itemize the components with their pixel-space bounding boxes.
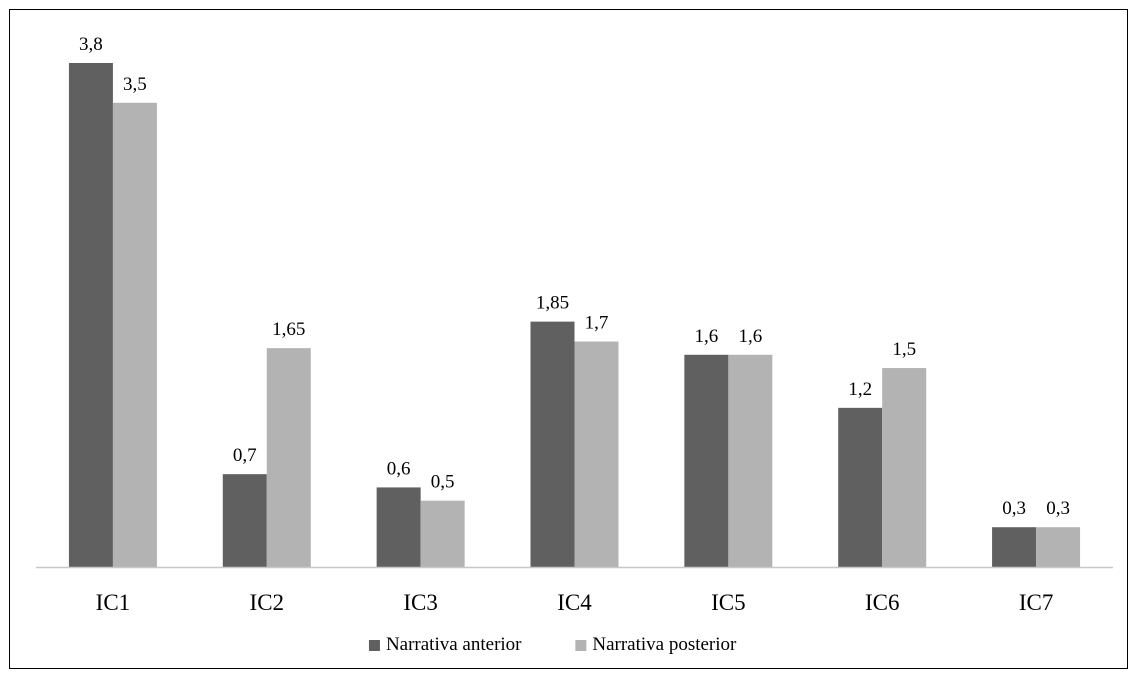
bar-ic4-series-1 bbox=[530, 321, 575, 567]
data-label-ic6-series-1: 1,2 bbox=[848, 379, 872, 400]
bar-ic3-series-2 bbox=[420, 500, 465, 567]
data-label-ic3-series-2: 0,5 bbox=[431, 472, 455, 493]
data-label-ic1-series-1: 3,8 bbox=[79, 34, 103, 55]
x-tick-label-ic6: IC6 bbox=[865, 590, 900, 615]
legend-swatch-series-2 bbox=[575, 640, 587, 651]
bar-ic3-series-1 bbox=[376, 487, 421, 567]
legend-swatch-series-1 bbox=[368, 640, 380, 651]
data-label-ic5-series-2: 1,6 bbox=[738, 326, 762, 347]
legend-label-series-2: Narrativa posterior bbox=[592, 634, 737, 655]
data-label-ic4-series-2: 1,7 bbox=[585, 313, 609, 334]
bar-ic5-series-1 bbox=[684, 354, 729, 567]
legend-label-series-1: Narrativa anterior bbox=[386, 634, 522, 655]
bar-ic4-series-2 bbox=[574, 341, 619, 567]
data-label-ic3-series-1: 0,6 bbox=[387, 458, 411, 479]
bar-ic7-series-2 bbox=[1036, 527, 1081, 567]
data-label-ic2-series-1: 0,7 bbox=[233, 445, 257, 466]
data-label-ic1-series-2: 3,5 bbox=[123, 74, 147, 95]
data-label-ic4-series-1: 1,85 bbox=[536, 293, 569, 314]
x-tick-label-ic4: IC4 bbox=[557, 590, 592, 615]
x-tick-label-ic3: IC3 bbox=[403, 590, 438, 615]
data-label-ic2-series-2: 1,65 bbox=[272, 319, 305, 340]
bar-ic6-series-1 bbox=[838, 407, 883, 567]
data-label-ic7-series-1: 0,3 bbox=[1002, 498, 1026, 519]
bar-ic7-series-1 bbox=[992, 527, 1037, 567]
x-tick-label-ic7: IC7 bbox=[1019, 590, 1054, 615]
bar-ic2-series-1 bbox=[222, 474, 267, 567]
data-label-ic7-series-2: 0,3 bbox=[1046, 498, 1070, 519]
data-label-ic6-series-2: 1,5 bbox=[892, 339, 916, 360]
bar-ic6-series-2 bbox=[882, 368, 927, 567]
x-tick-label-ic2: IC2 bbox=[250, 590, 285, 615]
x-tick-label-ic5: IC5 bbox=[711, 590, 746, 615]
bar-ic1-series-2 bbox=[112, 102, 157, 567]
x-tick-label-ic1: IC1 bbox=[96, 590, 131, 615]
bar-ic2-series-2 bbox=[266, 348, 311, 567]
data-label-ic5-series-1: 1,6 bbox=[694, 326, 718, 347]
bar-ic5-series-2 bbox=[728, 354, 773, 567]
bar-ic1-series-1 bbox=[68, 63, 113, 567]
